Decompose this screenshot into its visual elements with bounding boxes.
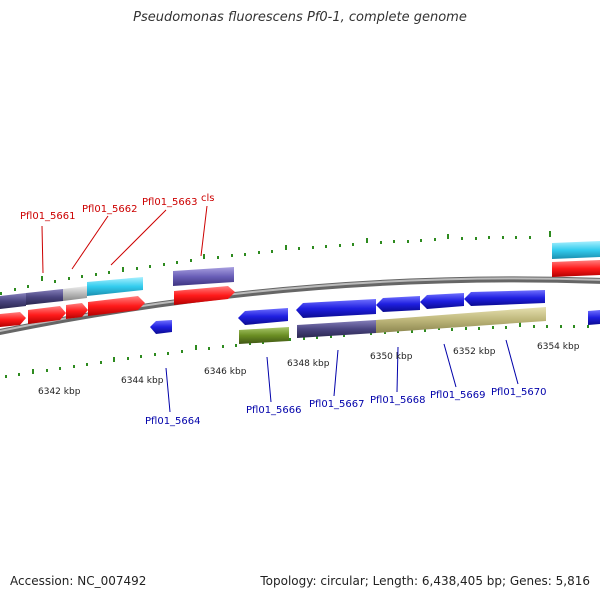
reverse-strand-genes	[150, 290, 600, 344]
bottom-gene-labels: Pfl01_5664 Pfl01_5666 Pfl01_5667 Pfl01_5…	[145, 387, 547, 427]
gene-red[interactable]	[66, 303, 88, 319]
accession-text: Accession: NC_007492	[10, 574, 147, 588]
gene-red[interactable]	[28, 306, 66, 324]
gene-blue[interactable]	[464, 290, 545, 306]
scale-labels: 6342 kbp 6344 kbp 6346 kbp 6348 kbp 6350…	[38, 342, 580, 397]
gene-blue[interactable]	[376, 296, 420, 312]
gene-label-bottom[interactable]: Pfl01_5668	[370, 395, 426, 406]
gene-purple[interactable]	[173, 267, 234, 286]
gene-blue[interactable]	[588, 310, 600, 325]
forward-strand-genes	[0, 241, 600, 327]
gene-red[interactable]	[174, 286, 235, 305]
gene-label-top[interactable]: Pfl01_5662	[82, 204, 138, 215]
gene-red[interactable]	[552, 260, 600, 277]
scale-label: 6352 kbp	[453, 347, 496, 357]
gene-label-bottom[interactable]: Pfl01_5664	[145, 416, 201, 427]
topology-text: Topology: circular; Length: 6,438,405 bp…	[260, 574, 590, 588]
top-gene-labels: Pfl01_5661 Pfl01_5662 Pfl01_5663 cls	[20, 193, 215, 222]
gene-label-bottom[interactable]: Pfl01_5667	[309, 399, 365, 410]
gene-blue[interactable]	[296, 299, 376, 318]
gene-label-top[interactable]: Pfl01_5661	[20, 211, 76, 222]
scale-label: 6344 kbp	[121, 376, 164, 386]
gene-cyan[interactable]	[552, 241, 600, 259]
gene-gray[interactable]	[63, 286, 87, 301]
gene-khaki[interactable]	[376, 307, 546, 333]
gene-label-top[interactable]: cls	[201, 193, 215, 204]
scale-label: 6350 kbp	[370, 352, 413, 362]
upper-tick-ruler	[0, 231, 551, 295]
gene-cyan[interactable]	[87, 277, 143, 296]
gene-label-bottom[interactable]: Pfl01_5669	[430, 390, 486, 401]
scale-label: 6348 kbp	[287, 359, 330, 369]
scale-label: 6346 kbp	[204, 367, 247, 377]
gene-green[interactable]	[239, 327, 289, 344]
gene-blue[interactable]	[238, 308, 288, 325]
gene-label-bottom[interactable]: Pfl01_5666	[246, 405, 302, 416]
scale-label: 6342 kbp	[38, 387, 81, 397]
gene-blue[interactable]	[420, 293, 464, 309]
label-leader-lines	[41, 205, 519, 413]
genome-title: Pseudomonas fluorescens Pf0-1, complete …	[133, 10, 467, 25]
scale-label: 6354 kbp	[537, 342, 580, 352]
gene-red[interactable]	[0, 312, 26, 327]
gene-purple[interactable]	[0, 293, 26, 309]
gene-label-bottom[interactable]: Pfl01_5670	[491, 387, 547, 398]
gene-navy[interactable]	[297, 320, 376, 338]
gene-red[interactable]	[88, 296, 145, 316]
gene-purple[interactable]	[26, 289, 63, 305]
gene-blue[interactable]	[150, 320, 172, 334]
gene-label-top[interactable]: Pfl01_5663	[142, 197, 198, 208]
